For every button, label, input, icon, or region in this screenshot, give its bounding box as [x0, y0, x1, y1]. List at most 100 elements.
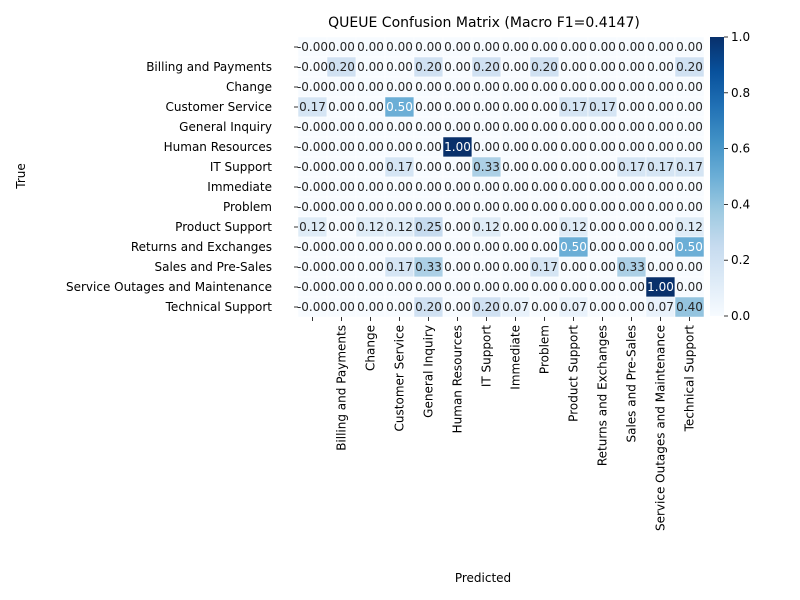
cell-value-label: 0.00 — [502, 220, 529, 234]
cell-value-label: 0.00 — [676, 100, 703, 114]
cell-value-label: 0.00 — [647, 180, 674, 194]
cell-value-label: 0.00 — [589, 40, 616, 54]
cell-value-label: 0.00 — [415, 160, 442, 174]
cell-value-label: 0.00 — [589, 180, 616, 194]
cell-value-label: 0.00 — [531, 300, 558, 314]
cell-value-label: 0.20 — [676, 60, 703, 74]
cell-value-label: 0.00 — [618, 60, 645, 74]
cell-value-label: 0.00 — [589, 220, 616, 234]
cell-value-label: 0.00 — [531, 40, 558, 54]
cell-value-label: 0.00 — [328, 80, 355, 94]
cell-value-label: 0.00 — [647, 100, 674, 114]
cell-value-label: 0.00 — [589, 160, 616, 174]
cell-value-label: 0.00 — [560, 120, 587, 134]
colorbar — [710, 37, 724, 316]
cell-value-label: 0.00 — [618, 280, 645, 294]
cell-value-label: -0.00 — [297, 180, 328, 194]
cell-value-label: 0.00 — [589, 120, 616, 134]
row-tick-label: Billing and Payments — [146, 60, 272, 74]
cell-value-label: 0.00 — [328, 280, 355, 294]
row-tick-label: Change — [226, 80, 272, 94]
cell-value-label: 0.00 — [386, 140, 413, 154]
cell-value-label: 0.00 — [473, 100, 500, 114]
cell-value-label: -0.00 — [297, 140, 328, 154]
cell-value-label: 0.20 — [415, 300, 442, 314]
cell-value-label: 0.17 — [531, 260, 558, 274]
cell-value-label: 0.00 — [473, 240, 500, 254]
cell-value-label: -0.00 — [297, 260, 328, 274]
heatmap-cell-labels: -0.00 0.00 0.00 0.00 0.00 0.00 0.00 0.00 0.00 0.0… — [297, 40, 703, 314]
col-tick-label: Sales and Pre-Sales — [625, 325, 639, 443]
cell-value-label: 0.00 — [676, 80, 703, 94]
cell-value-label: 0.00 — [328, 140, 355, 154]
cell-value-label: 0.00 — [357, 160, 384, 174]
cell-value-label: 0.12 — [473, 220, 500, 234]
x-axis-label: Predicted — [455, 571, 511, 585]
cell-value-label: 0.00 — [357, 300, 384, 314]
cell-value-label: 0.12 — [357, 220, 384, 234]
col-tick-label: IT Support — [480, 325, 494, 387]
cell-value-label: 0.00 — [647, 220, 674, 234]
cell-value-label: 0.00 — [473, 280, 500, 294]
cell-value-label: 0.00 — [415, 180, 442, 194]
cell-value-label: 0.00 — [531, 280, 558, 294]
cell-value-label: 0.07 — [647, 300, 674, 314]
cell-value-label: 0.00 — [357, 240, 384, 254]
cell-value-label: 0.00 — [386, 40, 413, 54]
cell-value-label: 0.00 — [444, 60, 471, 74]
row-tick-label: Returns and Exchanges — [131, 240, 272, 254]
cell-value-label: 0.00 — [444, 220, 471, 234]
cell-value-label: 0.20 — [328, 60, 355, 74]
cell-value-label: 0.00 — [415, 240, 442, 254]
cell-value-label: 0.00 — [560, 280, 587, 294]
cell-value-label: 0.00 — [647, 80, 674, 94]
cell-value-label: 0.00 — [502, 40, 529, 54]
cell-value-label: 0.00 — [647, 240, 674, 254]
cell-value-label: 0.00 — [502, 60, 529, 74]
colorbar-ticks: 0.0 0.2 0.4 0.6 0.8 1.0 — [724, 30, 750, 323]
row-tick-label: Immediate — [207, 180, 272, 194]
cell-value-label: 0.00 — [531, 140, 558, 154]
col-tick-label: Change — [364, 325, 378, 371]
row-tick-label: Human Resources — [164, 140, 272, 154]
cell-value-label: 0.00 — [444, 300, 471, 314]
cell-value-label: 0.00 — [328, 120, 355, 134]
cell-value-label: 0.00 — [676, 140, 703, 154]
cell-value-label: 0.00 — [618, 140, 645, 154]
cell-value-label: 0.00 — [502, 180, 529, 194]
cell-value-label: 0.00 — [502, 200, 529, 214]
col-tick-label: Product Support — [567, 325, 581, 422]
cell-value-label: 0.00 — [676, 40, 703, 54]
cell-value-label: 0.00 — [618, 40, 645, 54]
cell-value-label: 0.00 — [415, 40, 442, 54]
cell-value-label: 0.00 — [328, 160, 355, 174]
cell-value-label: 1.00 — [647, 280, 674, 294]
cell-value-label: 0.17 — [386, 260, 413, 274]
cell-value-label: -0.00 — [297, 240, 328, 254]
cell-value-label: -0.00 — [297, 40, 328, 54]
cell-value-label: 0.17 — [589, 100, 616, 114]
cell-value-label: -0.00 — [297, 200, 328, 214]
cell-value-label: 0.00 — [560, 160, 587, 174]
cell-value-label: -0.00 — [297, 120, 328, 134]
cell-value-label: 0.50 — [676, 240, 703, 254]
cell-value-label: 0.00 — [560, 200, 587, 214]
cell-value-label: 0.00 — [589, 240, 616, 254]
cell-value-label: 0.12 — [560, 220, 587, 234]
cell-value-label: 0.00 — [531, 100, 558, 114]
cell-value-label: 0.00 — [444, 40, 471, 54]
row-tick-label: Sales and Pre-Sales — [155, 260, 273, 274]
cell-value-label: 0.20 — [531, 60, 558, 74]
colorbar-tick-label: 0.0 — [731, 309, 750, 323]
cell-value-label: 0.00 — [589, 280, 616, 294]
row-tick-label: Product Support — [175, 220, 272, 234]
cell-value-label: 0.00 — [357, 120, 384, 134]
cell-value-label: 0.00 — [502, 280, 529, 294]
cell-value-label: 0.00 — [386, 280, 413, 294]
cell-value-label: 0.00 — [357, 100, 384, 114]
cell-value-label: 0.20 — [473, 300, 500, 314]
cell-value-label: 0.00 — [589, 200, 616, 214]
cell-value-label: 0.00 — [473, 260, 500, 274]
cell-value-label: 0.33 — [473, 160, 500, 174]
